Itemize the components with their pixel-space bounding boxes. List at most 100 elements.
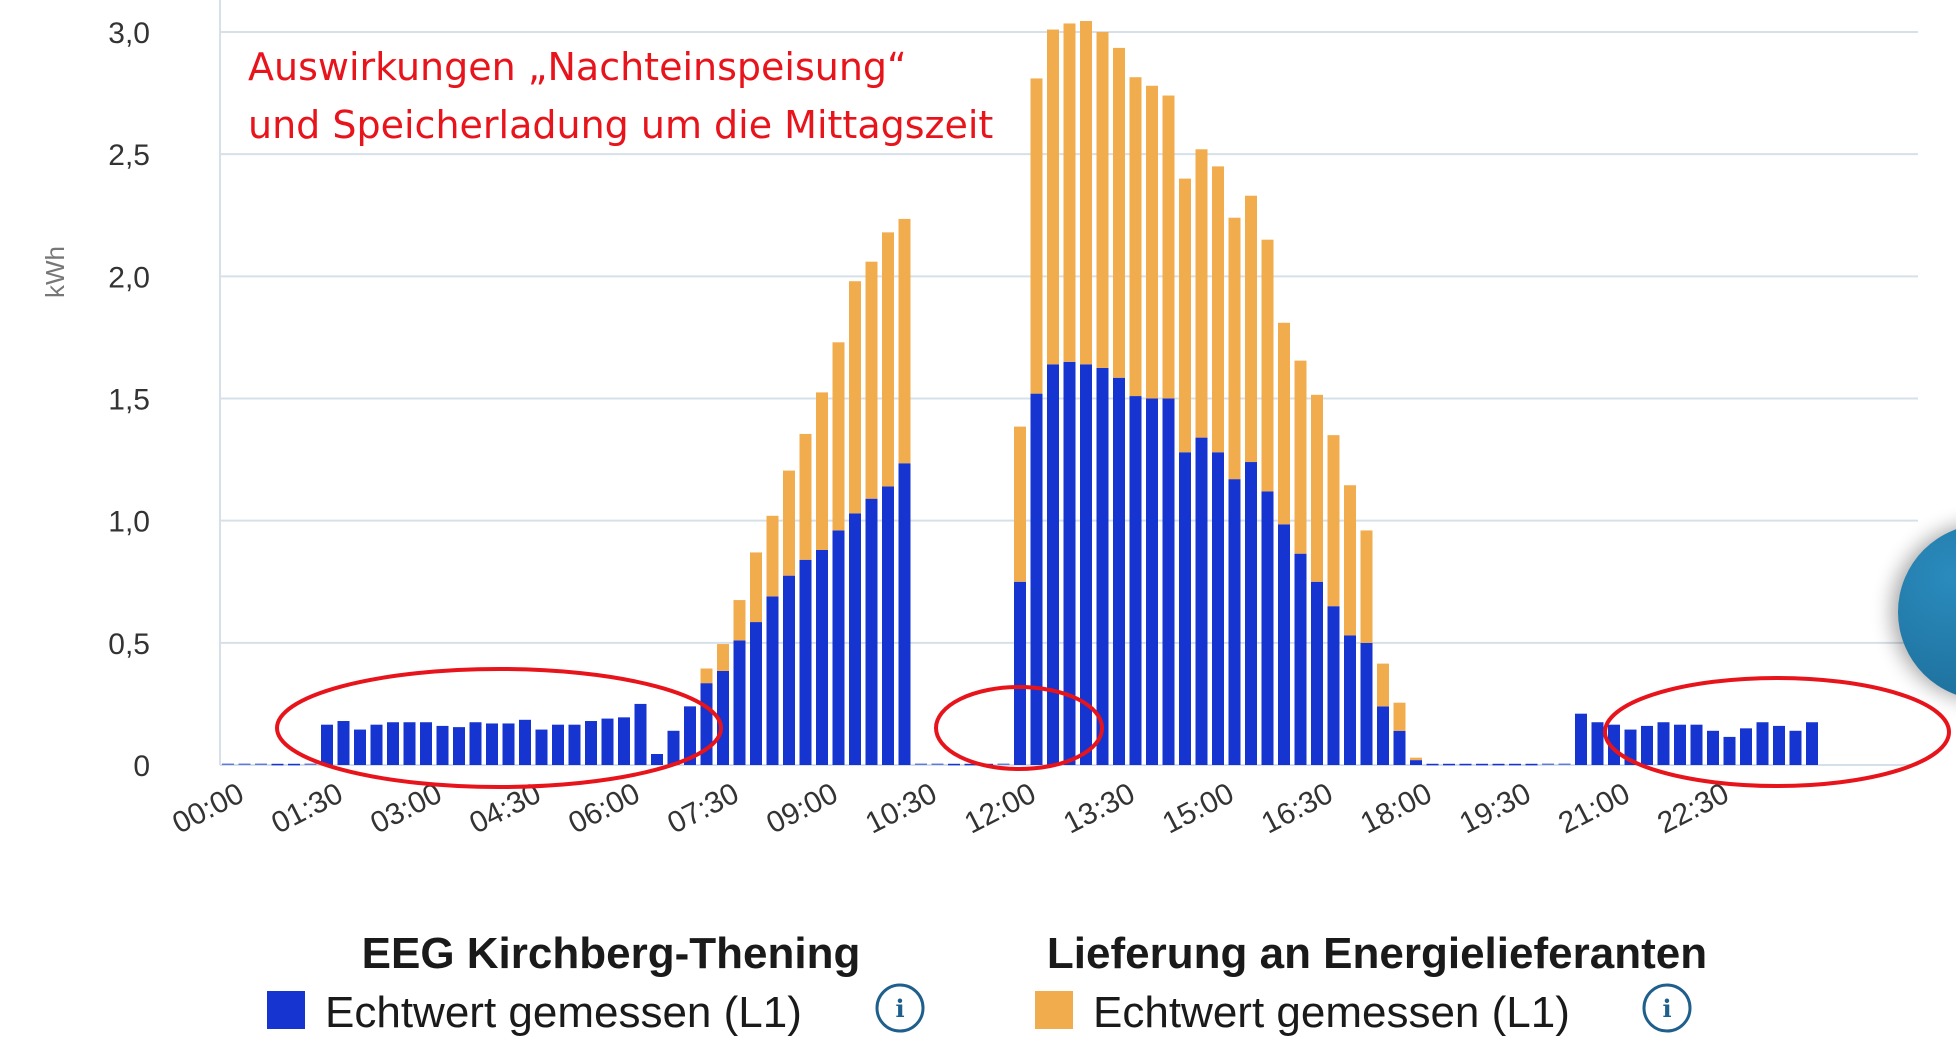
bar-lieferung: [1377, 663, 1389, 707]
bar-eeg: [1146, 398, 1158, 765]
bar-eeg: [469, 722, 482, 765]
bar-lieferung: [1162, 95, 1175, 399]
bar-eeg: [1773, 725, 1785, 765]
legend-title-lieferung: Lieferung an Energielieferanten: [1047, 929, 1707, 978]
bar-eeg: [1674, 724, 1686, 765]
bar-eeg: [684, 706, 696, 765]
bar-eeg: [948, 763, 960, 766]
bar-eeg: [1723, 736, 1736, 765]
bar-lieferung: [898, 218, 911, 464]
bar-eeg: [1245, 462, 1257, 765]
bar-eeg: [1575, 713, 1587, 765]
bar-eeg: [1690, 724, 1703, 765]
bar-eeg: [370, 724, 383, 765]
bar-eeg: [1377, 706, 1389, 765]
x-tick-label: 18:00: [1355, 777, 1437, 840]
x-axis: 00:00 01:30 03:00 04:30 06:00 07:30 09:00 10:30…: [167, 777, 1734, 840]
bar-eeg: [403, 722, 416, 765]
bar-lieferung: [1129, 77, 1142, 397]
bar-eeg: [1195, 437, 1208, 765]
bar-eeg: [288, 763, 300, 766]
bar-eeg: [931, 763, 944, 765]
bar-eeg: [915, 763, 927, 765]
bar-eeg: [486, 723, 498, 765]
bar-lieferung: [1080, 21, 1092, 365]
bar-eeg: [387, 722, 399, 765]
bar-lieferung: [1212, 166, 1224, 453]
bar-eeg: [519, 719, 531, 765]
bar-eeg: [304, 763, 317, 765]
bar-eeg: [222, 763, 234, 765]
info-icon[interactable]: i: [1642, 983, 1692, 1033]
bar-eeg: [1476, 763, 1488, 766]
legend-label-eeg: Echtwert gemessen (L1): [325, 988, 802, 1037]
bar-eeg: [1311, 581, 1323, 765]
bar-eeg: [1492, 763, 1505, 766]
x-tick-label: 09:00: [761, 777, 843, 840]
legend-swatch-orange: [1035, 991, 1073, 1029]
bar-lieferung: [1047, 29, 1059, 365]
y-axis-label: kWh: [40, 246, 70, 298]
annotation-line-2: und Speicherladung um die Mittagszeit: [248, 103, 993, 147]
x-tick-label: 06:00: [563, 777, 645, 840]
bar-eeg: [1014, 581, 1026, 765]
bar-eeg: [585, 721, 597, 765]
bar-eeg: [436, 725, 449, 765]
bar-lieferung: [1030, 78, 1043, 394]
bar-eeg: [1162, 398, 1175, 765]
bar-eeg: [1294, 553, 1307, 765]
legend-group-eeg: EEG Kirchberg-Thening Echtwert gemessen …: [267, 929, 925, 1037]
y-tick-label: 0,5: [108, 628, 150, 661]
bar-lieferung: [1096, 32, 1109, 368]
bar-eeg: [882, 486, 894, 765]
bar-eeg: [898, 463, 911, 765]
legend-label-lieferung: Echtwert gemessen (L1): [1093, 988, 1570, 1037]
bar-eeg: [337, 721, 350, 765]
bar-lieferung: [700, 668, 713, 684]
bar-lieferung: [1393, 702, 1406, 731]
bar-eeg: [1443, 763, 1455, 766]
x-tick-label: 19:30: [1454, 777, 1536, 840]
bar-eeg: [651, 754, 663, 765]
bar-lieferung: [1179, 178, 1191, 453]
bar-eeg: [552, 724, 564, 765]
x-tick-label: 00:00: [167, 777, 249, 840]
bar-eeg: [1327, 606, 1340, 765]
bar-lieferung: [849, 281, 861, 514]
bar-eeg: [568, 724, 581, 765]
x-tick-label: 10:30: [860, 777, 942, 840]
bar-lieferung: [783, 470, 795, 576]
y-tick-label: 0: [133, 750, 150, 783]
floating-action-button[interactable]: [1892, 524, 1956, 700]
bar-eeg: [1756, 722, 1769, 765]
bar-lieferung: [1344, 485, 1356, 636]
bar-eeg: [1542, 763, 1554, 765]
y-tick-label: 1,5: [108, 384, 150, 417]
bar-eeg: [717, 670, 729, 765]
bar-lieferung: [882, 232, 894, 487]
bar-lieferung: [1261, 239, 1274, 492]
bar-lieferung: [832, 342, 845, 531]
bar-eeg: [502, 723, 515, 765]
bar-eeg: [1608, 724, 1620, 765]
bar-lieferung: [1327, 435, 1340, 607]
bar-lieferung: [1195, 149, 1208, 438]
bar-eeg: [1360, 642, 1373, 765]
bar-eeg: [420, 722, 432, 765]
bar-eeg: [1179, 452, 1191, 765]
bar-lieferung: [1410, 757, 1422, 761]
fab-circle[interactable]: [1898, 524, 1956, 700]
bar-eeg: [766, 596, 779, 765]
bar-eeg: [1789, 730, 1802, 765]
bar-eeg: [1261, 491, 1274, 765]
bar-lieferung: [865, 261, 878, 499]
bar-eeg: [964, 763, 977, 766]
bar-lieferung: [766, 515, 779, 597]
bar-eeg: [1278, 524, 1290, 765]
bar-eeg: [799, 559, 812, 765]
info-icon[interactable]: i: [875, 983, 925, 1033]
x-tick-label: 13:30: [1058, 777, 1140, 840]
x-tick-label: 21:00: [1553, 777, 1635, 840]
bar-eeg: [1096, 367, 1109, 765]
